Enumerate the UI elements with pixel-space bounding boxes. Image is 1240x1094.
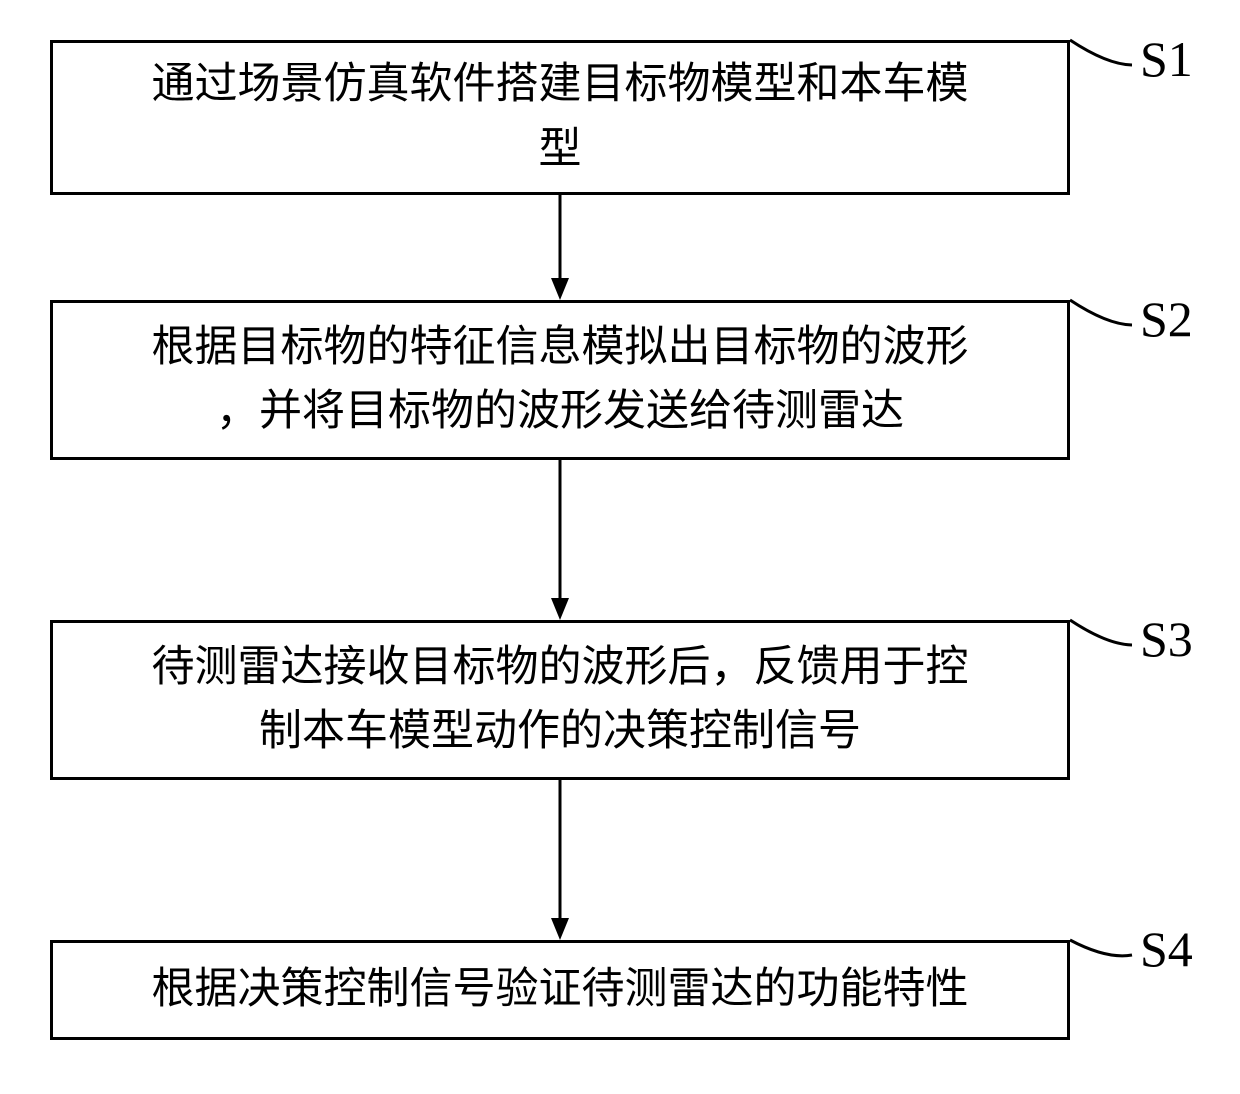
flowchart-canvas: 通过场景仿真软件搭建目标物模型和本车模 型 S1 根据目标物的特征信息模拟出目标物的… <box>0 0 1240 1094</box>
step-label-text: S3 <box>1140 611 1193 667</box>
leader-s3 <box>1070 620 1132 645</box>
leader-s2 <box>1070 300 1132 325</box>
step-label-s2: S2 <box>1140 290 1193 348</box>
step-label-text: S4 <box>1140 921 1193 977</box>
flow-node-text: 根据决策控制信号验证待测雷达的功能特性 <box>152 958 969 1023</box>
flow-node-s3: 待测雷达接收目标物的波形后，反馈用于控 制本车模型动作的决策控制信号 <box>50 620 1070 780</box>
step-label-s4: S4 <box>1140 920 1193 978</box>
flow-node-text: 根据目标物的特征信息模拟出目标物的波形 ，并将目标物的波形发送给待测雷达 <box>152 316 969 445</box>
flow-node-s2: 根据目标物的特征信息模拟出目标物的波形 ，并将目标物的波形发送给待测雷达 <box>50 300 1070 460</box>
step-label-s1: S1 <box>1140 30 1193 88</box>
step-label-s3: S3 <box>1140 610 1193 668</box>
edge-arrowhead-s2-s3 <box>551 598 569 620</box>
flow-node-text: 通过场景仿真软件搭建目标物模型和本车模 型 <box>152 53 969 182</box>
flow-node-s1: 通过场景仿真软件搭建目标物模型和本车模 型 <box>50 40 1070 195</box>
step-label-text: S2 <box>1140 291 1193 347</box>
step-label-text: S1 <box>1140 31 1193 87</box>
leader-s4 <box>1070 940 1132 956</box>
edge-arrowhead-s3-s4 <box>551 918 569 940</box>
leader-s1 <box>1070 40 1132 65</box>
flow-node-text: 待测雷达接收目标物的波形后，反馈用于控 制本车模型动作的决策控制信号 <box>152 636 969 765</box>
edge-arrowhead-s1-s2 <box>551 278 569 300</box>
flow-node-s4: 根据决策控制信号验证待测雷达的功能特性 <box>50 940 1070 1040</box>
